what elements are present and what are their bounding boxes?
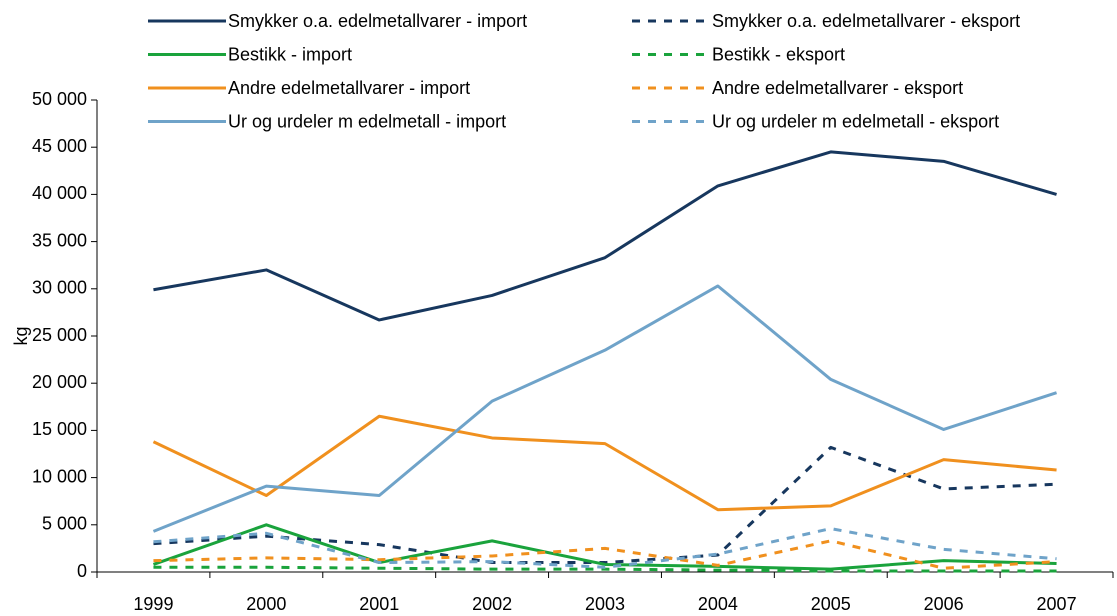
y-tick-label: 30 000: [32, 278, 87, 298]
y-tick-label: 45 000: [32, 136, 87, 156]
y-tick-label: 0: [77, 561, 87, 581]
series-line: [153, 539, 1057, 570]
x-tick-label: 2007: [1037, 594, 1077, 614]
x-tick-label: 2004: [698, 594, 738, 614]
y-axis-label: kg: [11, 326, 31, 345]
y-tick-label: 20 000: [32, 372, 87, 392]
y-tick-label: 25 000: [32, 325, 87, 345]
legend-label: Ur og urdeler m edelmetall - eksport: [712, 111, 999, 131]
series-line: [153, 150, 1057, 322]
x-tick-label: 2006: [924, 594, 964, 614]
series-line: [152, 414, 1057, 512]
series-line: [153, 527, 1057, 569]
legend-label: Smykker o.a. edelmetallvarer - import: [228, 11, 527, 31]
y-tick-label: 15 000: [32, 419, 87, 439]
x-tick-label: 2001: [359, 594, 399, 614]
y-tick-label: 35 000: [32, 230, 87, 250]
series-line: [153, 565, 1057, 573]
x-tick-label: 2002: [472, 594, 512, 614]
legend-label: Andre edelmetallvarer - eksport: [712, 78, 963, 98]
y-tick-label: 5 000: [42, 514, 87, 534]
x-tick-label: 2000: [246, 594, 286, 614]
y-tick-label: 10 000: [32, 466, 87, 486]
series-line: [152, 284, 1058, 533]
legend-label: Andre edelmetallvarer - import: [228, 78, 470, 98]
legend-label: Ur og urdeler m edelmetall - import: [228, 111, 506, 131]
y-tick-label: 40 000: [32, 183, 87, 203]
legend-label: Smykker o.a. edelmetallvarer - eksport: [712, 11, 1020, 31]
y-tick-label: 50 000: [32, 89, 87, 109]
series-line: [152, 523, 1057, 571]
series-line: [153, 445, 1057, 565]
x-tick-label: 2003: [585, 594, 625, 614]
legend-label: Bestikk - eksport: [712, 44, 845, 64]
x-tick-label: 2005: [811, 594, 851, 614]
x-tick-label: 1999: [133, 594, 173, 614]
legend-label: Bestikk - import: [228, 44, 352, 64]
